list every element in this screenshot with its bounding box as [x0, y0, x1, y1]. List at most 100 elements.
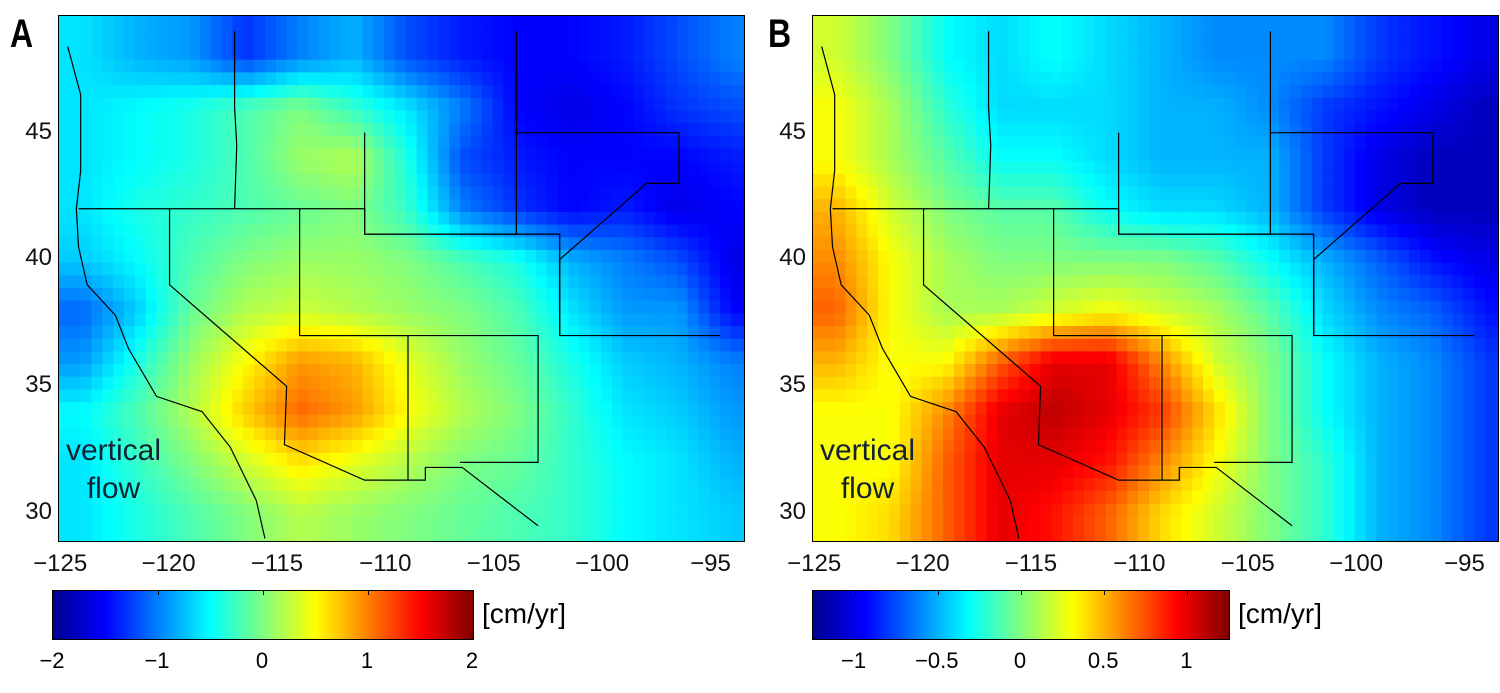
heatmap-cell [438, 274, 450, 288]
heatmap-cell [243, 109, 255, 124]
heatmap-cell [1094, 135, 1107, 149]
heatmap-cell [1018, 477, 1031, 491]
heatmap-cell [264, 249, 277, 263]
heatmap-cell [470, 287, 483, 301]
heatmap-cell [590, 325, 602, 339]
heatmap-cell [1409, 338, 1421, 352]
heatmap-cell [676, 84, 689, 98]
heatmap-cell [1387, 173, 1399, 187]
heatmap-cell [59, 223, 71, 238]
heatmap-cell [709, 46, 721, 60]
heatmap-cell [1279, 185, 1291, 200]
heatmap-cell [622, 21, 635, 35]
heatmap-cell [525, 21, 537, 35]
heatmap-cell [1235, 401, 1248, 415]
heatmap-cell [1116, 312, 1128, 327]
heatmap-cell [254, 477, 266, 491]
heatmap-cell [1430, 97, 1443, 111]
heatmap-cell [1116, 325, 1128, 339]
heatmap-cell [134, 515, 147, 529]
heatmap-cell [687, 477, 700, 491]
heatmap-cell [405, 287, 418, 301]
heatmap-cell [362, 249, 374, 263]
heatmap-cell [1170, 350, 1183, 365]
heatmap-cell [1279, 173, 1291, 187]
heatmap-cell [888, 84, 901, 98]
heatmap-cell [1246, 236, 1258, 250]
heatmap-cell [1344, 274, 1356, 288]
heatmap-cell [124, 388, 136, 403]
heatmap-cell [1398, 236, 1410, 250]
heatmap-cell [427, 376, 439, 390]
heatmap-cell [221, 160, 234, 174]
heatmap-cell [1419, 97, 1432, 111]
heatmap-cell [503, 122, 515, 136]
heatmap-cell [1300, 350, 1313, 365]
heatmap-cell [102, 452, 114, 466]
heatmap-cell [1376, 109, 1389, 124]
heatmap-cell [1159, 401, 1172, 415]
heatmap-cell [340, 363, 353, 377]
heatmap-cell [964, 122, 977, 136]
heatmap-cell [1105, 160, 1118, 174]
heatmap-cell [665, 502, 678, 517]
heatmap-cell [1094, 477, 1107, 491]
heatmap-cell [178, 262, 190, 276]
heatmap-cell [845, 338, 857, 352]
heatmap-cell [80, 185, 93, 200]
heatmap-cell [633, 300, 645, 314]
heatmap-cell [373, 274, 385, 288]
heatmap-cell [878, 135, 890, 149]
heatmap-cell [319, 388, 331, 403]
heatmap-cell [1062, 338, 1074, 352]
heatmap-cell [997, 185, 1009, 200]
heatmap-cell [557, 464, 570, 479]
heatmap-cell [845, 97, 857, 111]
heatmap-cell [69, 198, 82, 212]
heatmap-cell [644, 350, 656, 365]
heatmap-cell [546, 376, 559, 390]
heatmap-cell [199, 71, 212, 86]
heatmap-cell [113, 211, 125, 225]
heatmap-cell [568, 59, 580, 73]
heatmap-cell [1484, 312, 1497, 327]
heatmap-cell [189, 528, 201, 541]
heatmap-cell [590, 21, 602, 35]
heatmap-cell [308, 477, 320, 491]
heatmap-cell [525, 376, 537, 390]
heatmap-cell [59, 464, 71, 479]
heatmap-cell [156, 325, 168, 339]
heatmap-cell [1344, 173, 1356, 187]
heatmap-cell [709, 439, 721, 453]
heatmap-cell [189, 97, 201, 111]
heatmap-cell [655, 223, 667, 238]
heatmap-cell [1029, 439, 1042, 453]
heatmap-cell [1365, 135, 1378, 149]
heatmap-cell [1441, 262, 1454, 276]
heatmap-cell [932, 97, 944, 111]
heatmap-cell [997, 249, 1009, 263]
heatmap-cell [449, 388, 461, 403]
heatmap-cell [921, 223, 933, 238]
heatmap-cell [319, 160, 331, 174]
heatmap-cell [1279, 300, 1291, 314]
heatmap-cell [813, 388, 825, 403]
heatmap-cell [1235, 477, 1248, 491]
heatmap-cell [1040, 490, 1053, 504]
heatmap-cell [59, 490, 71, 504]
y-tick-label: 40 [25, 244, 52, 272]
heatmap-cell [329, 84, 342, 98]
heatmap-cell [590, 236, 602, 250]
heatmap-cell [1409, 452, 1421, 466]
heatmap-cell [1138, 185, 1150, 200]
heatmap-cell [1235, 198, 1248, 212]
heatmap-cell [1289, 262, 1302, 276]
heatmap-cell [199, 350, 212, 365]
heatmap-cell [514, 46, 526, 60]
heatmap-cell [741, 325, 744, 339]
heatmap-cell [1203, 350, 1215, 365]
heatmap-cell [1333, 97, 1345, 111]
heatmap-cell [644, 185, 656, 200]
heatmap-cell [1409, 109, 1421, 124]
heatmap-cell [1430, 274, 1443, 288]
